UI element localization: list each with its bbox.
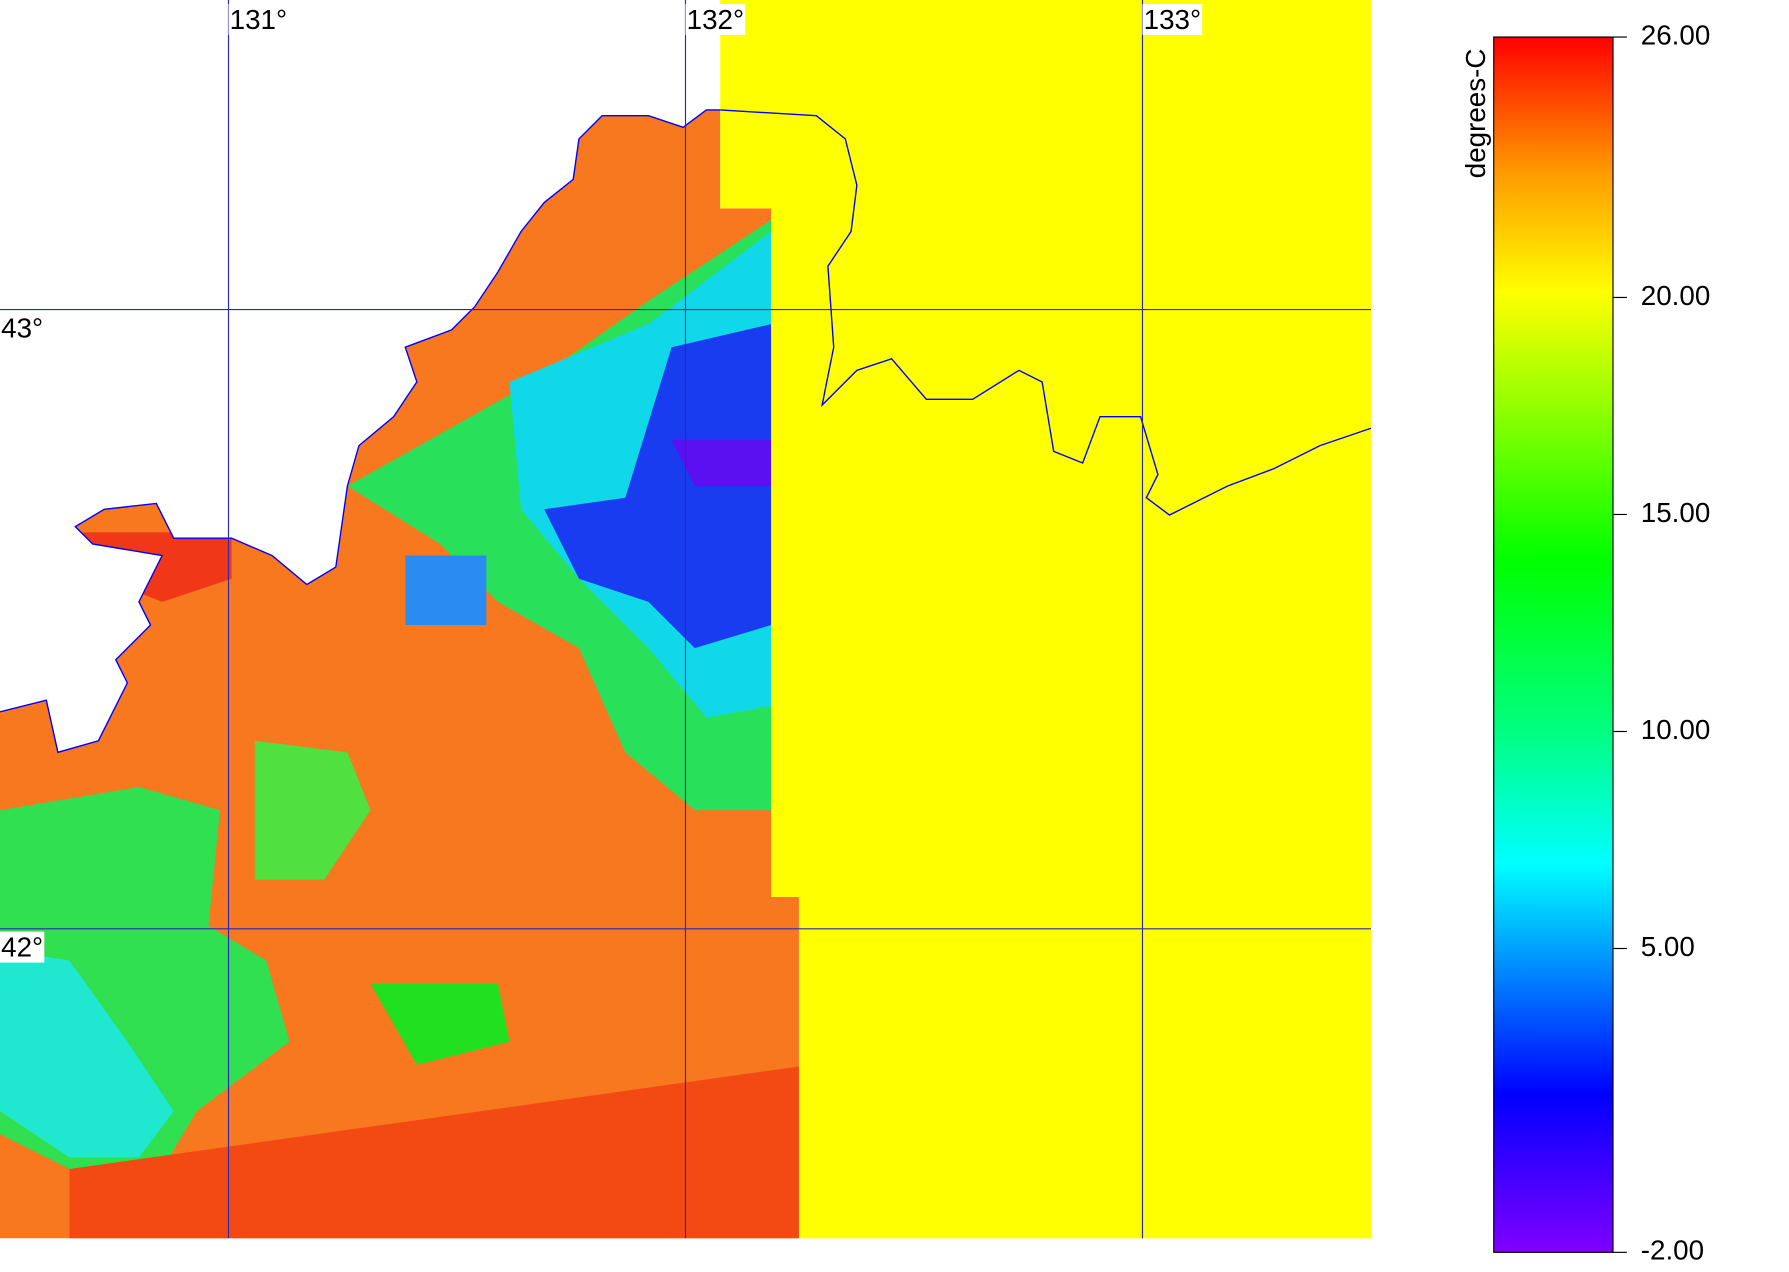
colorbar-tick-label: 5.00 — [1641, 931, 1695, 962]
colorbar-tick-label: 26.00 — [1641, 19, 1710, 50]
label-background — [685, 3, 746, 35]
label-background — [1142, 3, 1203, 35]
graticule-label: 133° — [1144, 4, 1201, 35]
colorbar-tick-label: -2.00 — [1641, 1235, 1704, 1266]
coastline — [720, 109, 1372, 516]
label-background — [0, 931, 45, 963]
map-area: 131° 132° 133° 43° 42° — [0, 0, 1372, 1239]
colorbar-tick-label: 15.00 — [1641, 497, 1710, 528]
colorbar: degrees-C 26.00 20.00 15.00 10.00 5.00 -2.00 — [1460, 19, 1710, 1265]
graticule-label: 132° — [687, 4, 744, 35]
colorbar-tick-label: 20.00 — [1641, 280, 1710, 311]
graticule: 131° 132° 133° 43° 42° — [0, 0, 1371, 1239]
label-background — [0, 312, 45, 344]
masked-area — [720, 0, 1371, 1239]
colorbar-tick-label: 10.00 — [1641, 714, 1710, 745]
colorbar-gradient — [1493, 36, 1614, 1253]
colorbar-label: degrees-C — [1460, 49, 1491, 179]
graticule-label: 42° — [1, 932, 43, 963]
graticule-label: 131° — [230, 4, 287, 35]
label-background — [228, 3, 289, 35]
coastline — [0, 109, 721, 754]
graticule-label: 43° — [1, 312, 43, 343]
